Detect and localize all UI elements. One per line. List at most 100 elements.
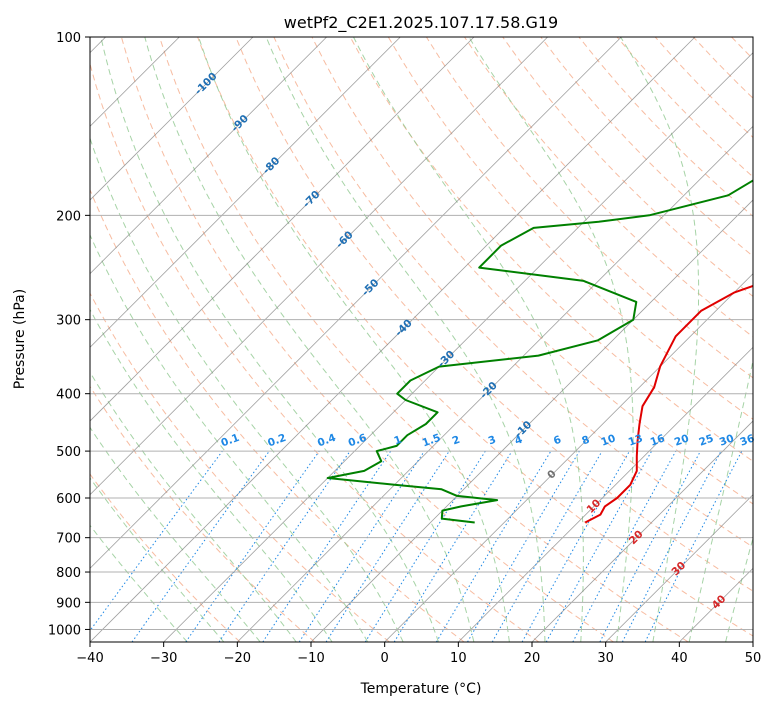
mixing-ratio-label: 0.1: [219, 432, 241, 450]
dry-adiabat: [425, 37, 753, 379]
mixing-ratio-label: 36: [738, 432, 756, 448]
dry-adiabat: [502, 37, 753, 298]
dry-adiabat: [273, 37, 753, 548]
mixing-ratio-line: [185, 450, 320, 642]
y-tick-label: 100: [56, 31, 81, 46]
mixing-ratio-label: 30: [718, 432, 736, 448]
isotherm: [90, 37, 622, 569]
isotherm: [90, 37, 254, 201]
isotherm: [90, 37, 548, 496]
isotherm: [90, 37, 327, 275]
isotherm: [531, 420, 753, 642]
mixing-ratio-label: 2: [451, 434, 462, 448]
y-tick-label: 900: [56, 596, 81, 611]
x-axis-label: Temperature (°C): [360, 681, 482, 697]
mixing-ratio-line: [545, 450, 653, 642]
x-tick-label: −20: [224, 651, 251, 666]
mixing-ratio-line: [325, 450, 450, 642]
line-labels: -100-90-80-70-60-50-40-30-20-10010203040…: [193, 70, 757, 611]
dry-adiabat: [235, 37, 753, 592]
mixing-ratio-line: [218, 450, 351, 642]
mixing-ratio-label: 1.5: [421, 432, 443, 450]
mixing-ratio-line: [131, 450, 270, 642]
isotherm: [90, 37, 475, 422]
moist-adiabat: [100, 37, 439, 642]
dry-adiabat: [90, 188, 465, 642]
profile-series: [326, 179, 753, 524]
plot-frame: [89, 36, 754, 643]
moist-adiabat: [353, 37, 584, 642]
x-tick-label: −10: [297, 651, 324, 666]
isotherm: [384, 273, 753, 642]
x-tick-label: 10: [450, 651, 467, 666]
moist-adiabat: [688, 358, 753, 642]
moist-adiabat: [90, 136, 404, 642]
series-temperature: [584, 284, 753, 524]
isotherm: [163, 52, 753, 642]
dry-adiabat: [349, 37, 753, 462]
moist-adiabat: [265, 37, 546, 642]
y-tick-label: 300: [56, 314, 81, 329]
moist-adiabat: [90, 524, 188, 642]
x-tick-label: 50: [745, 651, 762, 666]
moist-adiabat: [144, 37, 475, 642]
mixing-ratio-line: [393, 450, 513, 642]
mixing-ratio-label: 0.2: [266, 432, 288, 450]
dry-adiabat: [90, 385, 316, 642]
background-lines: [90, 37, 753, 642]
isotherm: [458, 346, 753, 642]
y-tick-label: 800: [56, 566, 81, 581]
isotherm: [310, 199, 753, 642]
isotherm: [90, 37, 401, 348]
y-tick-label: 500: [56, 445, 81, 460]
moist-adiabat: [90, 371, 297, 642]
dry-adiabat: [90, 473, 241, 642]
mixing-ratio-line: [521, 450, 630, 642]
moist-adiabat: [90, 233, 369, 642]
x-tick-label: −40: [76, 651, 103, 666]
x-tick-label: 0: [381, 651, 389, 666]
pressure-grid: [90, 37, 753, 630]
plot-area: [90, 37, 753, 642]
mixing-ratio-label: 10: [599, 432, 617, 448]
moist-adiabat: [90, 308, 333, 642]
isotherm: [90, 37, 696, 642]
mixing-ratio-label: 0.6: [347, 432, 369, 450]
isotherm: [605, 494, 753, 642]
moist-adiabat: [198, 37, 510, 642]
dry-adiabat: [90, 62, 540, 642]
x-tick-label: −30: [150, 651, 177, 666]
mixing-ratio-label: 6: [552, 434, 563, 448]
mixing-ratio-label: 25: [697, 432, 715, 448]
x-axis-ticks: −40 −30 −20 −10 0 10 20 30 40 50: [76, 642, 761, 666]
mixing-ratio-label: 4: [513, 434, 524, 448]
dry-adiabat: [159, 37, 689, 642]
mixing-ratio-label: 20: [673, 432, 691, 448]
series-dewpoint: [326, 179, 753, 524]
dry-adiabat: [311, 37, 753, 505]
mixing-ratio-line: [644, 450, 743, 642]
isotherm: [237, 125, 753, 642]
moist-adiabat: [620, 37, 700, 642]
mixing-ratio-line: [298, 450, 425, 642]
mixing-ratio-label: 13: [627, 432, 645, 448]
y-tick-label: 600: [56, 492, 81, 507]
mixing-ratio-label: 1: [392, 434, 403, 448]
y-axis-label: Pressure (hPa): [12, 289, 28, 389]
y-tick-label: 400: [56, 388, 81, 403]
mixing-ratio-label: 8: [580, 434, 591, 448]
y-tick-label: 1000: [48, 623, 81, 638]
dry-adiabat: [90, 292, 390, 642]
y-tick-label: 700: [56, 532, 81, 547]
y-axis-ticks: 100 200 300 400 500 600 700 800 900 1000: [48, 31, 90, 638]
x-tick-label: 30: [597, 651, 614, 666]
moist-adiabat: [90, 426, 261, 642]
mixing-ratio-label: 0.4: [316, 432, 338, 450]
y-tick-label: 200: [56, 209, 81, 224]
x-tick-label: 20: [524, 651, 541, 666]
mixing-ratio-line: [90, 450, 223, 632]
mixing-ratio-label: 16: [649, 432, 667, 448]
mixing-ratio-label: 3: [487, 434, 498, 448]
x-tick-label: 40: [671, 651, 688, 666]
